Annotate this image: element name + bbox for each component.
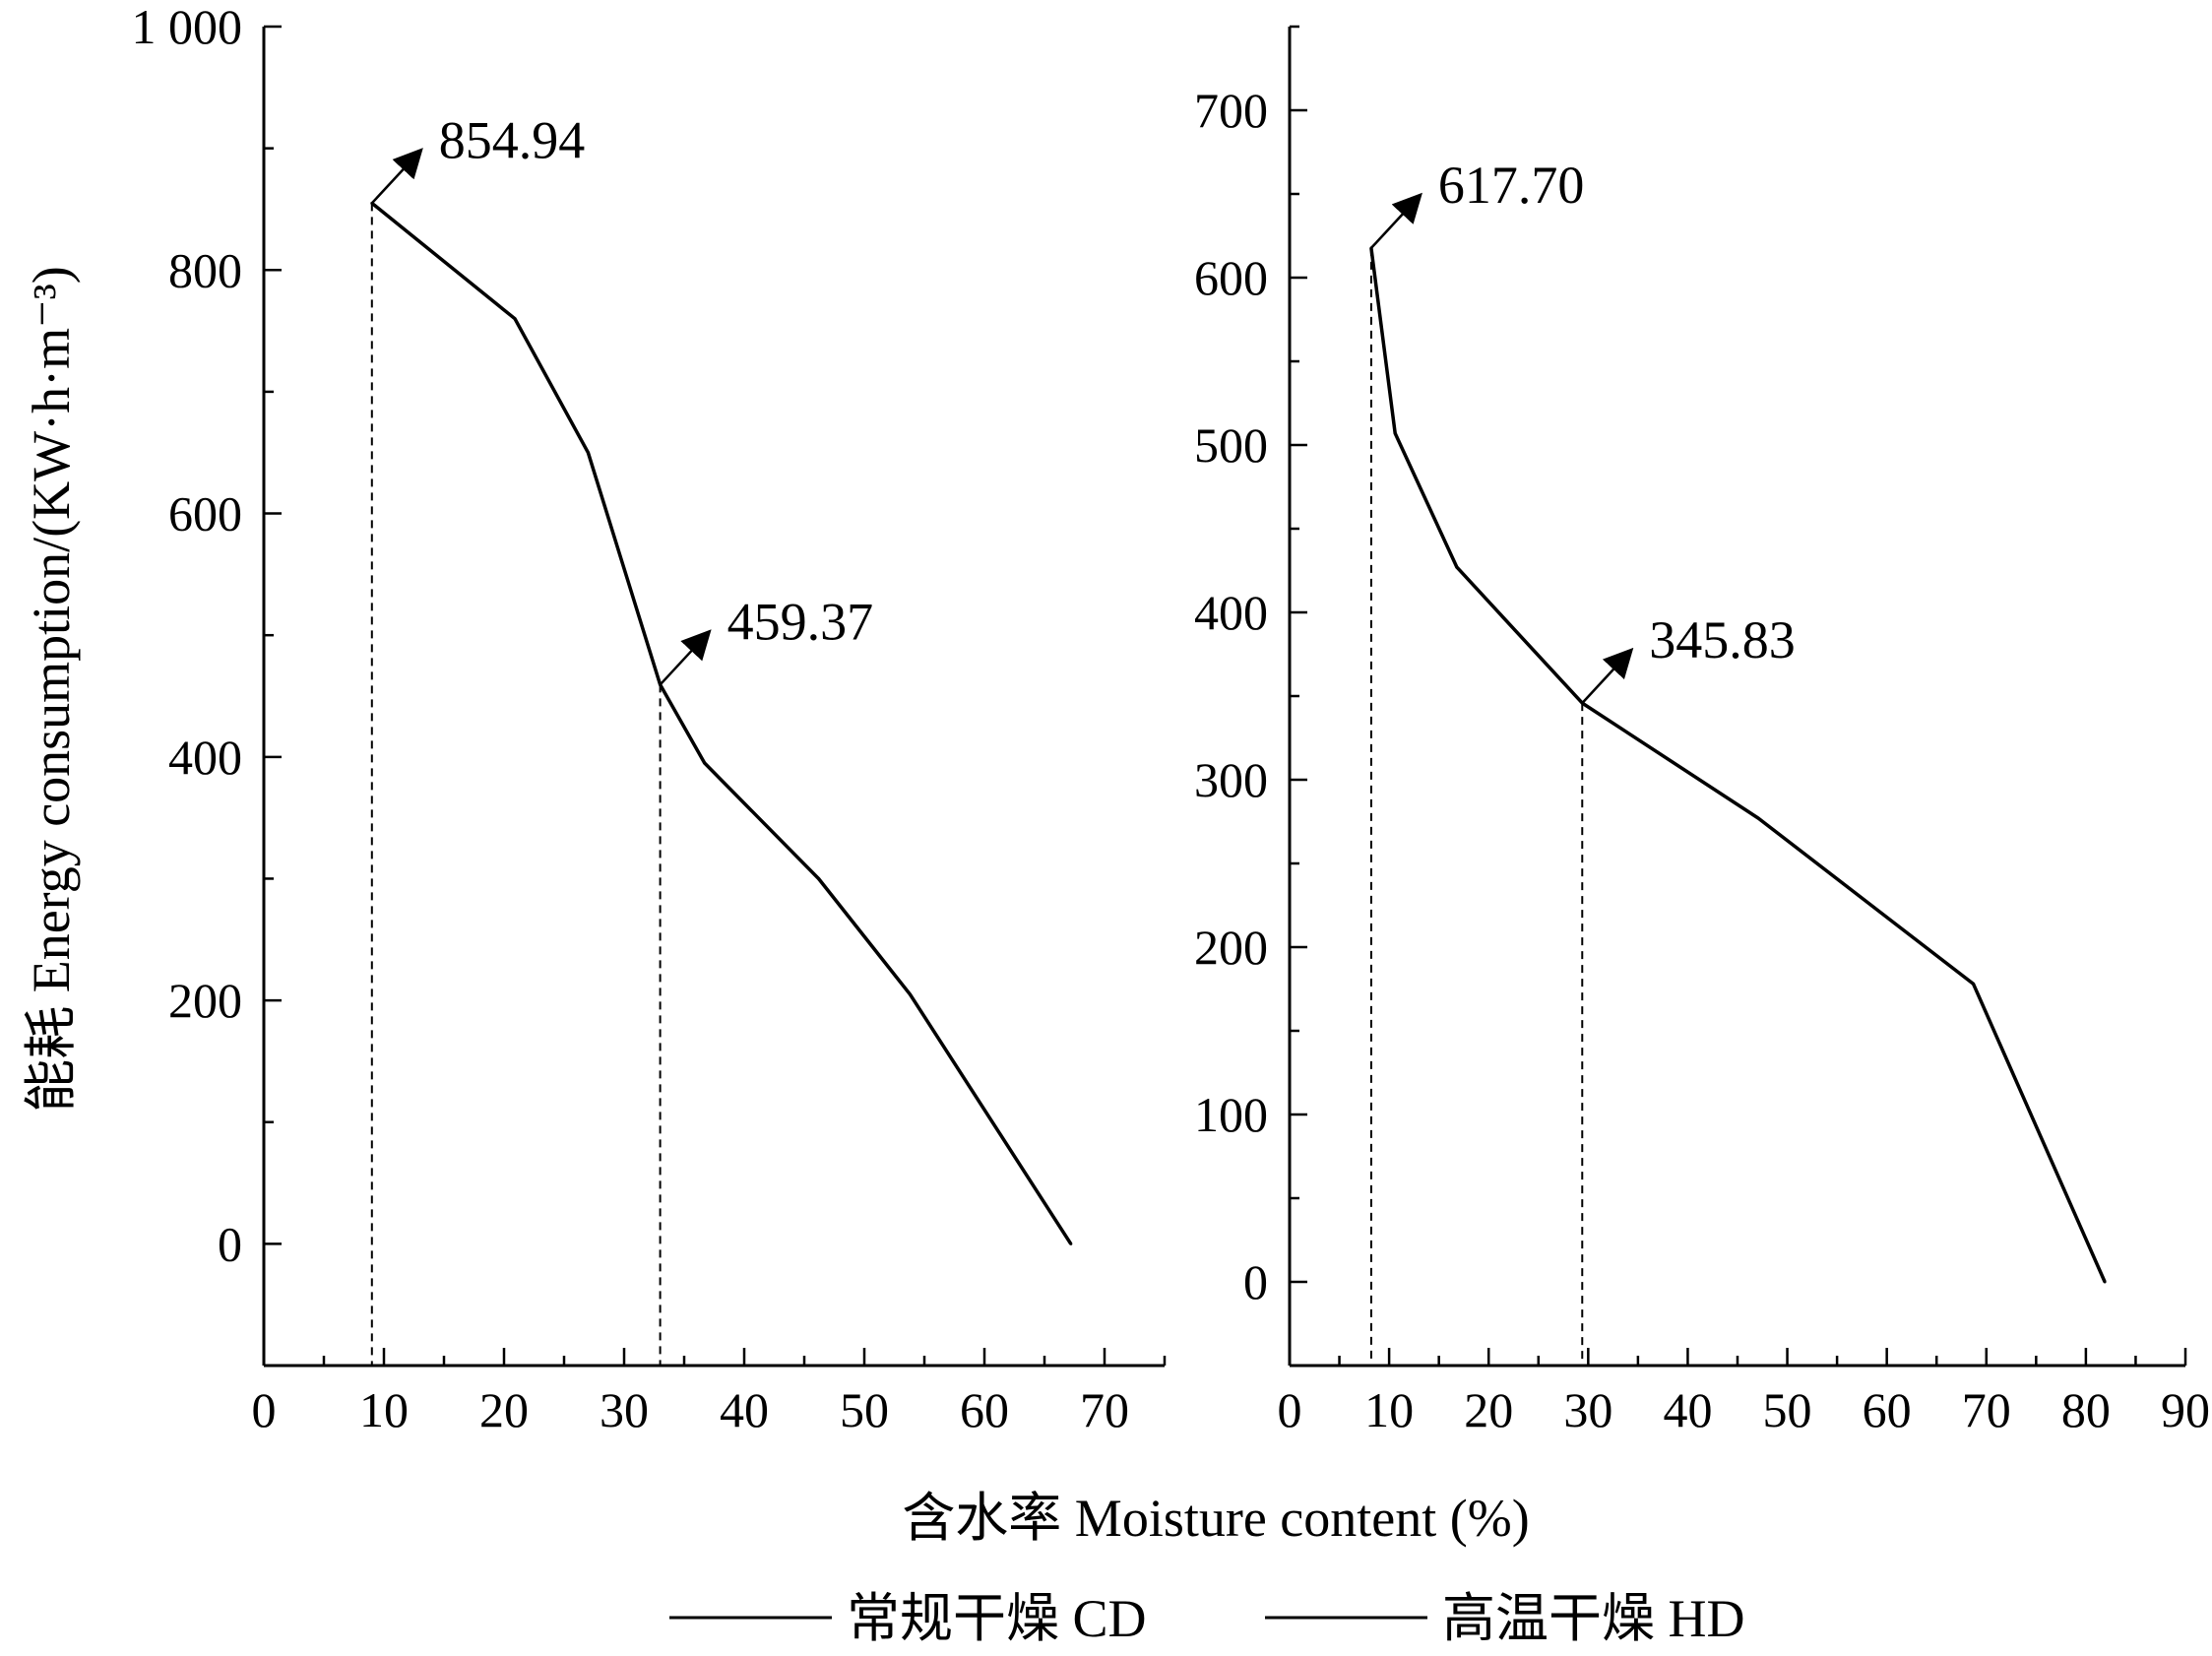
x-tick-label: 70 [1962,1382,2011,1437]
annotation-label: 617.70 [1438,156,1585,215]
data-point [1972,982,1976,986]
x-tick-label: 60 [1863,1382,1912,1437]
data-point [703,761,707,765]
legend-label-hd: 高温干燥 HD [1442,1589,1745,1648]
x-tick-label: 80 [2061,1382,2111,1437]
x-tick-label: 0 [1278,1382,1302,1437]
y-tick-label: 800 [168,242,242,297]
chart-hd: 0 10 20 30 40 50 60 70 80 90 0 100 200 300 400 500 600 70… [1194,25,2210,1437]
x-tick-label: 40 [720,1382,769,1437]
x-tick-label: 40 [1663,1382,1712,1437]
annotation-label: 345.83 [1649,610,1796,669]
annotation-label: 459.37 [727,592,874,651]
x-axis-title: 含水率 Moisture content (%) [902,1489,1529,1548]
x-tick-label: 20 [479,1382,529,1437]
x-tick-label: 0 [252,1382,277,1437]
data-point [1455,565,1459,569]
y-tick-label: 0 [218,1216,242,1271]
data-point [908,992,912,996]
y-tick-label: 100 [1194,1087,1268,1142]
x-tick-label: 20 [1464,1382,1513,1437]
annotation-arrow [1369,192,1422,249]
x-tick-label: 50 [1763,1382,1812,1437]
y-tick-label: 400 [168,730,242,785]
annotation-label: 854.94 [439,110,586,169]
x-tick-label: 50 [840,1382,889,1437]
data-point [1393,431,1397,435]
data-point [1069,1242,1073,1245]
data-point [817,876,821,880]
legend-label-cd: 常规干燥 CD [847,1589,1147,1648]
x-tick-label: 70 [1080,1382,1129,1437]
annotation-arrow [659,629,712,686]
y-tick-label: 1 000 [132,0,243,54]
data-point [1756,816,1760,820]
series-line [1369,247,2107,1283]
y-tick-label: 200 [1194,920,1268,975]
annotation-arrow [1581,647,1634,704]
y-tick-label: 700 [1194,83,1268,138]
legend: 常规干燥 CD 高温干燥 HD [669,1589,1745,1648]
data-point [513,317,517,321]
x-tick-label: 10 [359,1382,409,1437]
y-tick-label: 600 [1194,250,1268,305]
y-tick-label: 500 [1194,417,1268,473]
y-tick-label: 200 [168,973,242,1028]
y-tick-label: 600 [168,486,242,541]
y-tick-label: 400 [1194,585,1268,640]
chart-cd: 0 10 20 30 40 50 60 70 0 200 400 600 800 1 000 854.94 4… [132,0,1167,1437]
y-tick-label: 300 [1194,752,1268,807]
x-tick-label: 30 [1563,1382,1612,1437]
x-tick-label: 90 [2161,1382,2210,1437]
y-axis-title: 能耗 Energy consumption/(KW·h·m⁻³) [22,266,81,1113]
y-tick-label: 0 [1243,1254,1268,1309]
x-tick-label: 60 [960,1382,1009,1437]
series-line [370,201,1073,1245]
data-point [2103,1280,2107,1284]
data-point [586,451,590,455]
x-tick-label: 30 [600,1382,649,1437]
annotation-arrow [370,148,423,205]
x-tick-label: 10 [1364,1382,1414,1437]
